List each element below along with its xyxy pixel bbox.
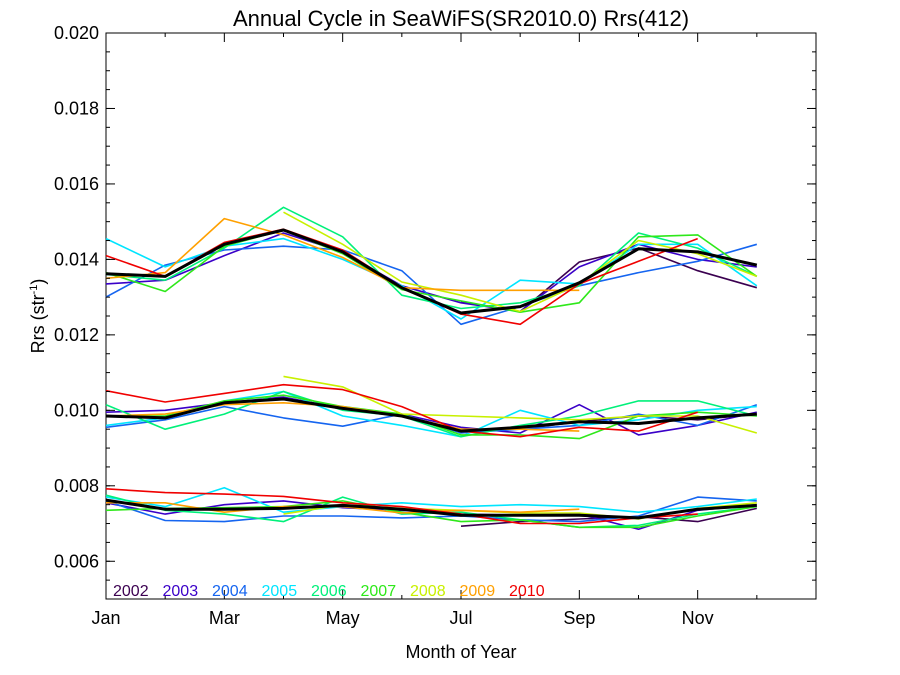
x-tick-label: Jan (91, 608, 120, 628)
legend-item-2008: 2008 (410, 583, 446, 600)
y-tick-label: 0.014 (54, 249, 99, 269)
x-tick-label: May (326, 608, 360, 628)
x-tick-label: Jul (449, 608, 472, 628)
y-tick-label: 0.016 (54, 174, 99, 194)
y-axis-label-superscript: -1 (28, 285, 40, 295)
y-tick-label: 0.006 (54, 551, 99, 571)
legend-item-2007: 2007 (361, 583, 397, 600)
legend-item-2005: 2005 (262, 583, 298, 600)
legend: 2002 2003 2004 2005 2006 2007 2008 2009 2010 (113, 583, 545, 600)
y-axis-label-close: ) (28, 279, 48, 285)
series-2010-line-0 (105, 228, 698, 326)
axis-layer: 0.006 0.008 0.010 0.012 0.014 0.016 0.018 0.020… (54, 23, 816, 628)
series-2006-line-0 (105, 206, 758, 310)
series-2009-line-0 (105, 217, 580, 292)
x-tick-label: Mar (209, 608, 240, 628)
series-layer (105, 206, 758, 531)
series-2004-line-0 (105, 243, 758, 326)
series-2003-line-0 (105, 232, 757, 313)
series-2006-line-1 (105, 390, 757, 438)
series-2005-line-2 (105, 486, 757, 514)
y-axis-label: Rrs (str-1) (28, 279, 48, 354)
series-2010-line-1 (105, 383, 698, 438)
legend-item-2003: 2003 (163, 583, 199, 600)
y-tick-label: 0.010 (54, 400, 99, 420)
legend-item-2002: 2002 (113, 583, 149, 600)
y-tick-label: 0.018 (54, 98, 99, 118)
legend-item-2010: 2010 (509, 583, 545, 600)
series-2008-line-0 (283, 211, 758, 313)
series-2010-line-2 (105, 488, 698, 525)
y-tick-label: 0.008 (54, 476, 99, 496)
legend-item-2004: 2004 (212, 583, 248, 600)
chart-title: Annual Cycle in SeaWiFS(SR2010.0) Rrs(41… (233, 6, 689, 31)
series-2007-line-0 (105, 229, 758, 314)
y-axis-label-main: Rrs (str (28, 294, 48, 353)
legend-item-2009: 2009 (460, 583, 496, 600)
y-tick-label: 0.020 (54, 23, 99, 43)
x-tick-label: Nov (682, 608, 714, 628)
series-mean-line-1 (105, 397, 757, 433)
series-mean-line-2 (105, 498, 757, 520)
y-tick-label: 0.012 (54, 325, 99, 345)
legend-item-2006: 2006 (311, 583, 347, 600)
series-mean-line-0 (105, 228, 758, 315)
x-axis-label: Month of Year (405, 642, 516, 662)
x-tick-label: Sep (563, 608, 595, 628)
